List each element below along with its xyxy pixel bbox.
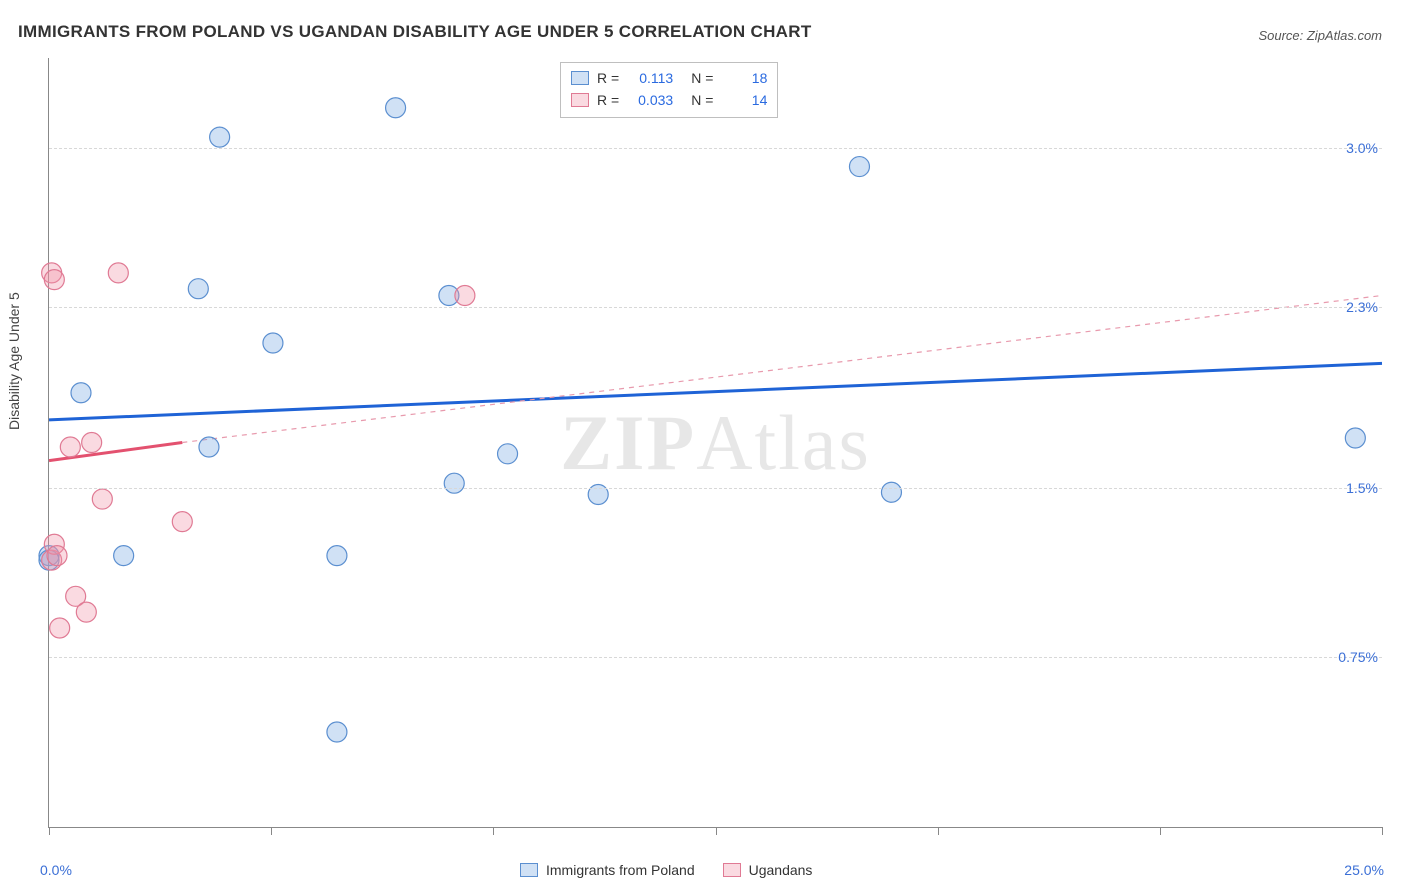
legend-label: Ugandans [749,862,813,878]
point-poland [199,437,219,457]
gridline [49,148,1382,149]
point-ugandans [44,270,64,290]
plot-area: ZIPAtlas [48,58,1382,828]
stat-legend-row: R = 0.033 N = 14 [571,89,767,111]
chart-title: IMMIGRANTS FROM POLAND VS UGANDAN DISABI… [18,22,812,42]
stat-legend: R = 0.113 N = 18 R = 0.033 N = 14 [560,62,778,118]
gridline [49,657,1382,658]
point-ugandans [76,602,96,622]
x-tick [493,827,494,835]
point-poland [263,333,283,353]
y-tick-label: 0.75% [1338,649,1378,665]
legend-r-value: 0.033 [627,92,673,108]
point-ugandans [92,489,112,509]
point-poland [386,98,406,118]
x-tick [938,827,939,835]
legend-swatch [723,863,741,877]
legend-r-value: 0.113 [627,70,673,86]
point-ugandans [455,285,475,305]
legend-swatch [571,71,589,85]
legend-label: Immigrants from Poland [546,862,695,878]
legend-swatch [520,863,538,877]
legend-r-label: R = [597,92,619,108]
bottom-legend-item: Immigrants from Poland [520,862,695,878]
legend-n-value: 14 [721,92,767,108]
point-poland [188,279,208,299]
y-axis-label: Disability Age Under 5 [6,292,22,430]
point-ugandans [108,263,128,283]
trend-line-poland [49,363,1382,420]
y-tick-label: 3.0% [1346,140,1378,156]
gridline [49,307,1382,308]
legend-n-label: N = [691,92,713,108]
legend-swatch [571,93,589,107]
x-tick-min: 0.0% [40,862,72,878]
x-tick [716,827,717,835]
point-poland [114,546,134,566]
stat-legend-row: R = 0.113 N = 18 [571,67,767,89]
point-poland [444,473,464,493]
point-ugandans [50,618,70,638]
source-label: Source: ZipAtlas.com [1258,28,1382,43]
point-ugandans [82,433,102,453]
x-tick-max: 25.0% [1344,862,1384,878]
legend-n-label: N = [691,70,713,86]
bottom-legend: Immigrants from Poland Ugandans [520,862,812,878]
point-ugandans [47,546,67,566]
bottom-legend-item: Ugandans [723,862,813,878]
legend-n-value: 18 [721,70,767,86]
point-poland [498,444,518,464]
point-poland [71,383,91,403]
x-tick [1160,827,1161,835]
chart-svg [49,58,1382,827]
trend-ext-ugandans [182,295,1382,442]
x-tick [49,827,50,835]
point-poland [1345,428,1365,448]
point-poland [849,157,869,177]
point-poland [327,722,347,742]
x-tick [1382,827,1383,835]
point-poland [881,482,901,502]
point-poland [210,127,230,147]
y-tick-label: 2.3% [1346,299,1378,315]
y-tick-label: 1.5% [1346,480,1378,496]
point-ugandans [172,512,192,532]
x-tick [271,827,272,835]
legend-r-label: R = [597,70,619,86]
point-poland [327,546,347,566]
point-ugandans [60,437,80,457]
gridline [49,488,1382,489]
